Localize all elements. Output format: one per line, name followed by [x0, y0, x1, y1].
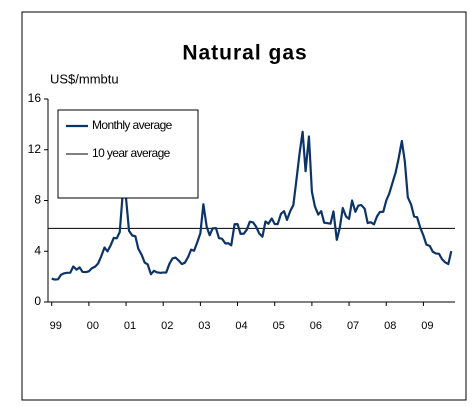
y-tick-label: 4: [34, 243, 41, 257]
x-tick-label: 02: [161, 320, 173, 332]
x-tick-label: 07: [347, 320, 359, 332]
chart-title: Natural gas: [182, 42, 307, 65]
legend-label: Monthly average: [92, 118, 173, 132]
y-tick-label: 0: [34, 294, 41, 308]
y-tick-label: 12: [28, 142, 42, 156]
x-tick-label: 03: [198, 320, 210, 332]
x-tick-label: 09: [421, 320, 433, 332]
y-tick-label: 16: [28, 91, 42, 105]
x-tick-label: 01: [124, 320, 136, 332]
x-tick-label: 05: [273, 320, 285, 332]
y-tick-label: 8: [34, 193, 41, 207]
x-tick-label: 04: [235, 320, 247, 332]
x-tick-label: 99: [50, 320, 62, 332]
x-tick-label: 08: [384, 320, 396, 332]
chart-frame: [21, 11, 467, 401]
x-tick-label: 06: [310, 320, 322, 332]
legend-label: 10 year average: [92, 146, 171, 160]
y-axis-label: US$/mmbtu: [50, 71, 119, 86]
data-line: [51, 130, 453, 281]
x-tick-label: 00: [87, 320, 99, 332]
